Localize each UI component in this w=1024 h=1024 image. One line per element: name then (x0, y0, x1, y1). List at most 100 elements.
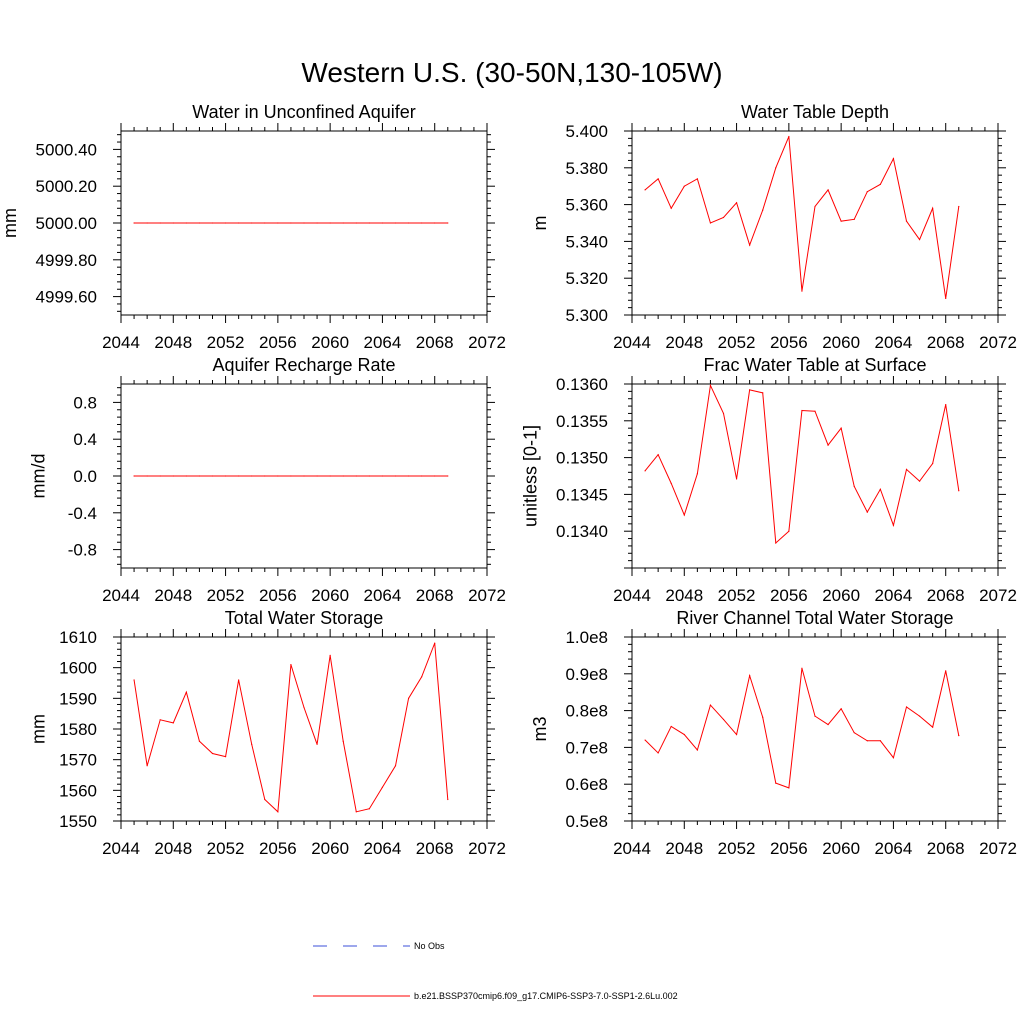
data-point (657, 752, 659, 754)
data-point (892, 158, 895, 160)
panel-water-table-depth: Water Table Depth 2044 2048 2052 2056 2060 206… (530, 102, 1017, 352)
x-tick-label: 2044 (102, 333, 140, 352)
data-point (866, 191, 868, 193)
data-point (251, 475, 253, 477)
y-tick-label: 0.5e8 (565, 812, 608, 831)
panels: Water in Unconfined Aquifer 2044 2048 2052 2… (0, 102, 1017, 858)
data-point (290, 222, 292, 224)
data-point (211, 222, 214, 224)
data-point (958, 205, 960, 208)
data-point (329, 654, 331, 657)
x-tick-label: 2044 (102, 839, 140, 858)
y-tick-label: -0.4 (68, 504, 97, 523)
y-tick-label: 1.0e8 (565, 628, 608, 647)
x-tick-label: 2056 (770, 839, 808, 858)
data-point (814, 410, 816, 412)
x-tick-label: 2048 (665, 839, 703, 858)
y-tick-label: 5.400 (565, 122, 608, 141)
x-tick-label: 2052 (718, 333, 756, 352)
panel-aquifer-recharge-rate: Aquifer Recharge Rate 2044 2048 2052 2056 206… (29, 355, 506, 605)
y-tick-label: 0.0 (73, 467, 97, 486)
y-tick-label: 0.6e8 (565, 775, 608, 794)
x-tick-label: 2068 (416, 333, 454, 352)
x-tick-label: 2052 (718, 586, 756, 605)
data-point (683, 514, 685, 516)
x-tick-label: 2056 (259, 586, 297, 605)
data-point (329, 475, 331, 477)
data-point (722, 412, 725, 415)
x-tick-label: 2052 (718, 839, 756, 858)
x-tick-label: 2056 (259, 333, 297, 352)
y-axis-label: m3 (530, 716, 550, 741)
panel-title: Frac Water Table at Surface (703, 355, 926, 375)
data-point (827, 189, 829, 191)
data-point (696, 749, 698, 751)
data-point (670, 482, 672, 484)
data-point (853, 218, 855, 220)
data-point (421, 475, 423, 477)
data-point (945, 297, 947, 300)
data-point (892, 757, 895, 759)
panel-title: Aquifer Recharge Rate (212, 355, 395, 375)
data-point (670, 207, 672, 209)
data-point (762, 716, 764, 718)
data-point (368, 222, 370, 224)
panel-total-water-storage: Total Water Storage 2044 2048 2052 2056 2060 2… (29, 608, 506, 858)
data-point (657, 178, 659, 180)
x-tick-label: 2060 (822, 586, 860, 605)
panel-water-in-unconfined-aquifer: Water in Unconfined Aquifer 2044 2048 2052 2… (0, 102, 506, 352)
y-tick-label: 5.360 (565, 196, 608, 215)
data-point (749, 244, 751, 246)
data-point (905, 468, 908, 470)
figure-title: Western U.S. (30-50N,130-105W) (301, 57, 722, 88)
x-tick-label: 2068 (416, 839, 454, 858)
x-tick-label: 2052 (207, 333, 245, 352)
data-point (932, 462, 934, 465)
data-point (159, 475, 161, 477)
x-tick-label: 2044 (613, 586, 651, 605)
data-point (159, 719, 161, 721)
data-point (211, 475, 214, 477)
data-point (381, 222, 384, 224)
data-point (224, 756, 227, 758)
data-point (840, 220, 842, 222)
data-point (683, 733, 685, 736)
data-point (342, 740, 344, 742)
plot-frame (120, 636, 488, 822)
x-tick-label: 2048 (154, 333, 192, 352)
data-point (945, 670, 947, 672)
data-point (368, 475, 370, 477)
data-point (198, 740, 201, 742)
y-tick-label: 0.1340 (556, 522, 608, 541)
data-point (958, 735, 960, 737)
data-point (198, 222, 201, 224)
data-point (775, 782, 777, 784)
y-tick-label: 4999.80 (36, 251, 97, 270)
data-point (146, 475, 148, 477)
x-tick-label: 2072 (468, 839, 506, 858)
legend-label: No Obs (414, 941, 445, 951)
legend: No Obs b.e21.BSSP370cmip6.f09_g17.CMIP6-S… (313, 941, 678, 1001)
data-point (133, 679, 135, 681)
data-point (775, 167, 777, 169)
x-tick-label: 2064 (364, 586, 402, 605)
data-point (264, 222, 266, 224)
data-point (407, 222, 410, 224)
x-tick-label: 2044 (102, 586, 140, 605)
data-point (905, 706, 908, 708)
data-point (762, 209, 764, 211)
data-point (290, 664, 292, 666)
data-point (735, 478, 738, 480)
data-point (918, 238, 921, 241)
y-tick-label: -0.8 (68, 541, 97, 560)
data-point (827, 444, 829, 446)
data-point (394, 765, 397, 767)
y-tick-label: 0.7e8 (565, 738, 608, 757)
y-tick-label: 1600 (59, 659, 97, 678)
x-tick-label: 2048 (665, 333, 703, 352)
panel-title: Total Water Storage (225, 608, 383, 628)
y-tick-label: 1550 (59, 812, 97, 831)
data-point (932, 207, 934, 209)
data-point (133, 475, 135, 477)
data-point (918, 715, 921, 717)
